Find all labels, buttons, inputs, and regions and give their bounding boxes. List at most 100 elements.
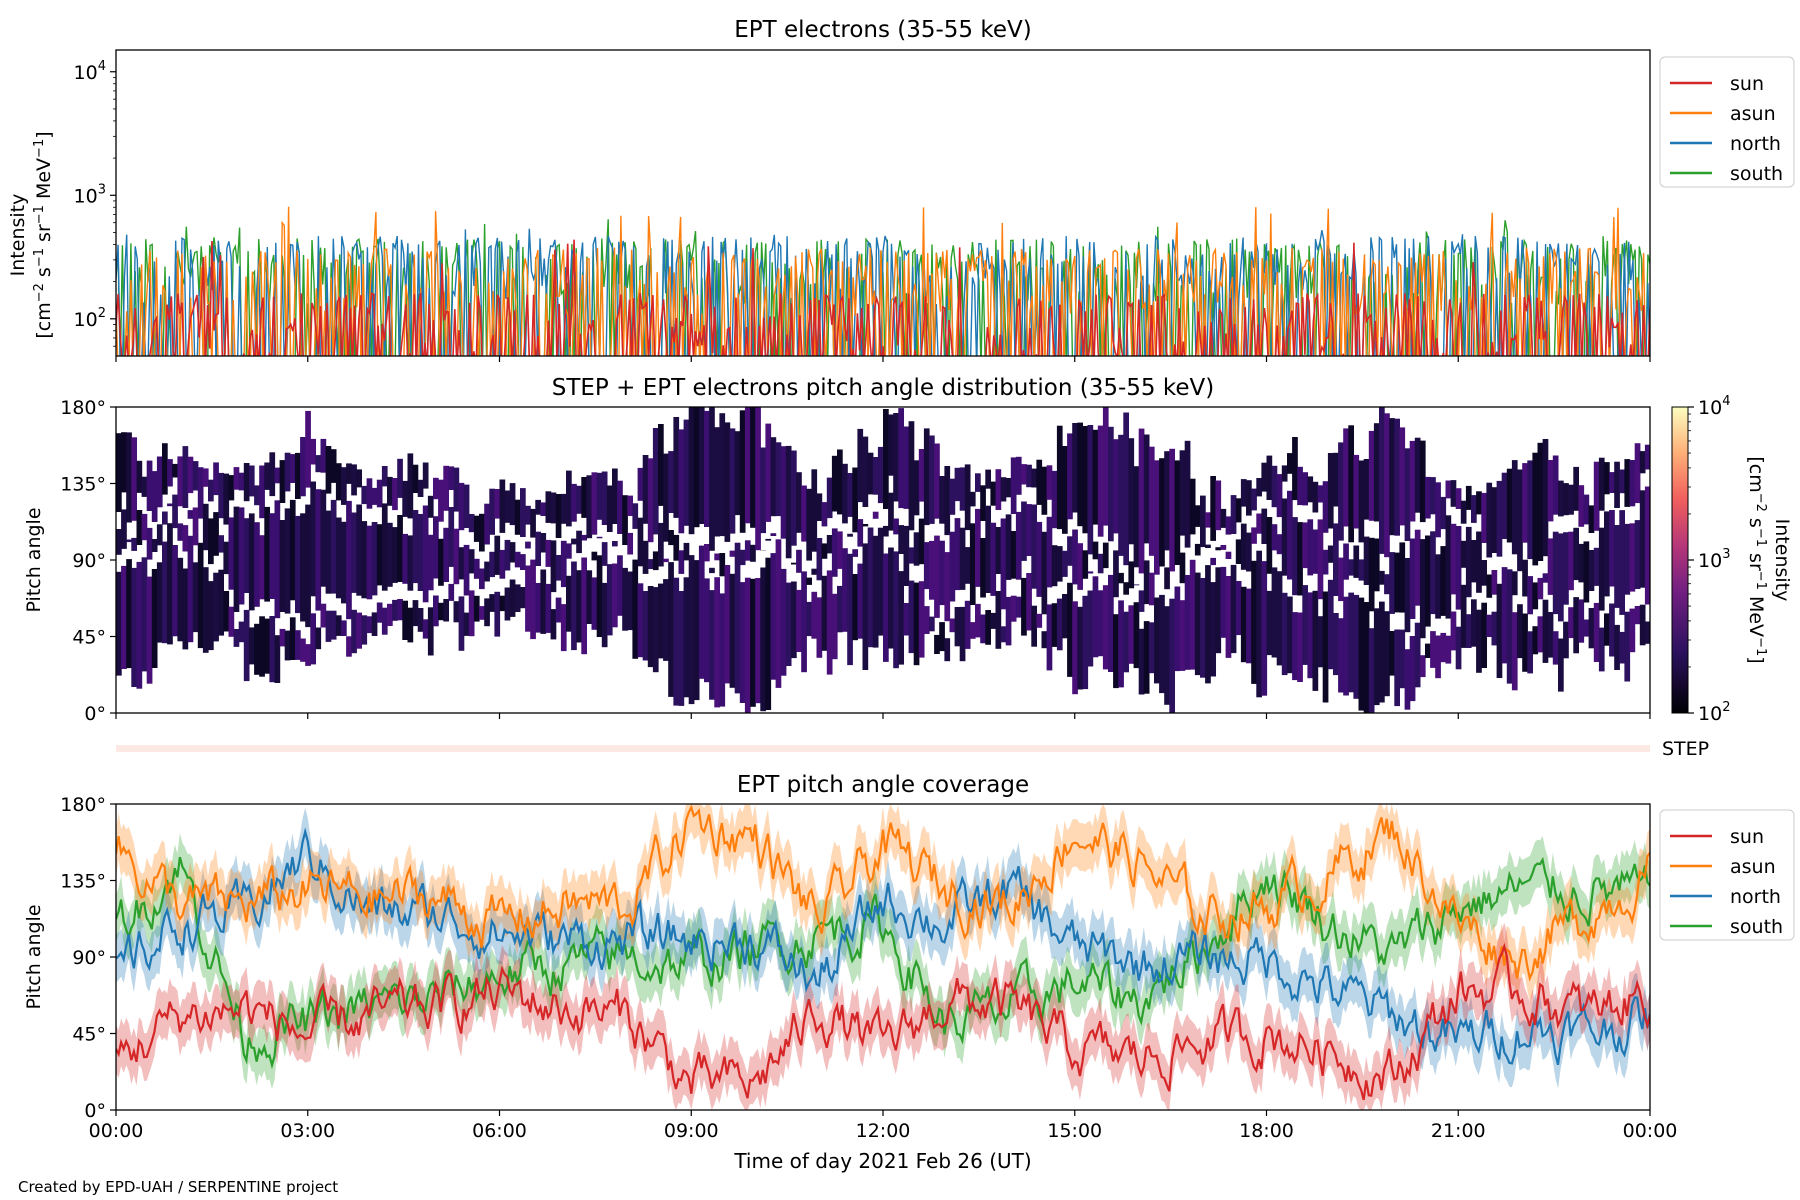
- panel3-y-label: Pitch angle: [23, 904, 45, 1009]
- pad-cell: [872, 535, 879, 648]
- pad-cell: [893, 551, 899, 669]
- pad-cell: [944, 552, 951, 622]
- pad-cell: [509, 542, 516, 563]
- pad-cell: [131, 537, 138, 551]
- pad-cell: [673, 417, 680, 518]
- pad-cell: [259, 616, 265, 677]
- pad-cell: [1276, 571, 1283, 666]
- pad-cell: [555, 597, 562, 623]
- pad-cell: [126, 559, 132, 669]
- pad-cell: [1322, 591, 1329, 703]
- pad-cell: [1537, 442, 1544, 561]
- pad-cell: [1031, 504, 1038, 589]
- pad-cell: [821, 502, 828, 527]
- pad-cell: [1368, 537, 1375, 612]
- pad-cell: [1143, 621, 1150, 694]
- panel2-title: STEP + EPT electrons pitch angle distrib…: [552, 375, 1214, 401]
- pad-cell: [448, 466, 455, 490]
- pad-cell: [1072, 529, 1078, 585]
- pad-cell: [1026, 504, 1032, 556]
- pad-cell: [877, 446, 884, 504]
- pad-cell: [1481, 560, 1488, 586]
- pad-cell: [821, 575, 828, 651]
- pad-cell: [601, 582, 608, 648]
- pad-cell: [1235, 581, 1242, 636]
- pad-cell: [1537, 577, 1544, 600]
- pad-cell: [126, 539, 132, 543]
- pad-cell: [1598, 627, 1605, 672]
- pad-cell: [453, 601, 460, 623]
- pad-cell: [1082, 426, 1089, 534]
- pad-cell: [1235, 539, 1242, 564]
- legend-label-asun: asun: [1730, 103, 1776, 125]
- pad-cell: [1476, 531, 1482, 593]
- pad-cell: [1143, 560, 1150, 605]
- pad-cell: [1230, 564, 1237, 654]
- pad-cell: [1609, 603, 1615, 657]
- legend-label-north: north: [1730, 886, 1781, 908]
- pad-cell: [1389, 631, 1395, 676]
- pad-cell: [975, 603, 981, 638]
- pad-cell: [1624, 611, 1631, 682]
- pad-cell: [1532, 582, 1539, 610]
- pad-cell: [218, 535, 225, 553]
- pad-cell: [1522, 463, 1528, 543]
- pad-cell: [167, 459, 173, 487]
- pad-cell: [1133, 466, 1140, 568]
- pad-cell: [1348, 425, 1355, 543]
- pad-cell: [1276, 474, 1283, 518]
- pad-cell: [1021, 501, 1027, 561]
- pad-cell: [1148, 446, 1155, 556]
- pad-cell: [202, 503, 209, 551]
- pad-cell: [959, 527, 966, 590]
- pad-cell: [1634, 443, 1641, 504]
- pad-cell: [197, 467, 204, 519]
- pad-cell: [167, 523, 173, 645]
- pad-cell: [335, 615, 342, 636]
- pad-cell: [295, 452, 301, 499]
- pad-cell: [351, 512, 357, 593]
- pad-cell: [601, 542, 608, 566]
- pad-cell: [1205, 565, 1211, 684]
- pad-cell: [1225, 576, 1232, 658]
- pad-cell: [1133, 602, 1140, 669]
- pad-cell: [392, 527, 398, 583]
- pad-cell: [954, 518, 961, 591]
- pad-cell: [238, 472, 245, 491]
- pad-cell: [1317, 616, 1324, 668]
- pad-cell: [499, 549, 506, 579]
- pad-cell: [1558, 638, 1564, 692]
- series-asun-line: [116, 804, 1650, 982]
- pad-cell: [494, 591, 501, 637]
- pad-cell: [1210, 582, 1217, 677]
- pad-cell: [1445, 635, 1452, 664]
- pad-cell: [980, 614, 986, 644]
- pad-cell: [642, 591, 649, 661]
- series-sun-line: [116, 942, 1650, 1101]
- pad-cell: [417, 514, 424, 591]
- pad-cell: [387, 522, 393, 587]
- x-tick-label: 21:00: [1431, 1120, 1486, 1142]
- pad-cell: [826, 477, 833, 519]
- pad-cell: [1491, 611, 1498, 646]
- pad-cell: [617, 480, 623, 534]
- pad-cell: [842, 463, 848, 524]
- pad-cell: [1179, 450, 1186, 536]
- pad-cell: [980, 538, 986, 598]
- pad-cell: [1542, 599, 1549, 663]
- y-tick-label: 135°: [60, 474, 106, 496]
- pad-cell: [1404, 649, 1411, 710]
- pad-cell: [1568, 484, 1574, 515]
- legend-box: [1659, 809, 1795, 941]
- pad-cell: [1200, 578, 1206, 678]
- pad-cell: [1496, 480, 1503, 557]
- pad-cell: [300, 437, 306, 497]
- pad-cell: [576, 485, 582, 514]
- pad-cell: [872, 457, 879, 495]
- pad-cell: [816, 538, 823, 581]
- pad-cell: [985, 505, 992, 593]
- pad-cell: [402, 533, 409, 584]
- pad-cell: [1496, 583, 1503, 678]
- pad-cell: [596, 536, 603, 539]
- colorbar-tick-label: 103: [1698, 547, 1730, 572]
